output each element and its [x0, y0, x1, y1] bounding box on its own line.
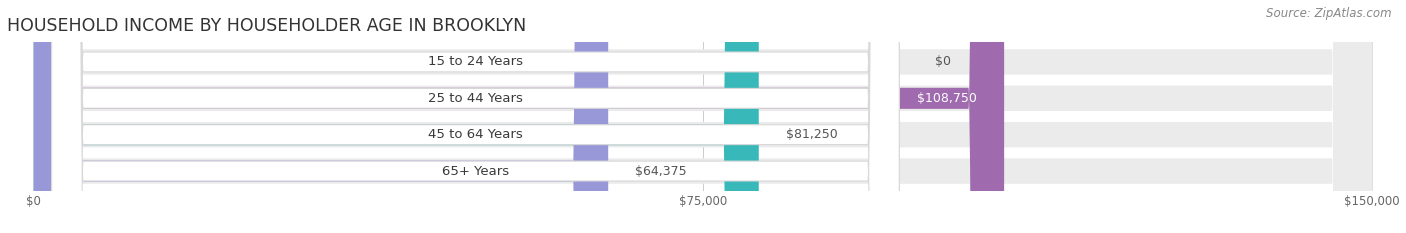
Text: HOUSEHOLD INCOME BY HOUSEHOLDER AGE IN BROOKLYN: HOUSEHOLD INCOME BY HOUSEHOLDER AGE IN B…	[7, 17, 526, 35]
Text: Source: ZipAtlas.com: Source: ZipAtlas.com	[1267, 7, 1392, 20]
Text: 15 to 24 Years: 15 to 24 Years	[427, 55, 523, 69]
Text: $81,250: $81,250	[786, 128, 838, 141]
FancyBboxPatch shape	[34, 0, 609, 233]
FancyBboxPatch shape	[34, 0, 1372, 233]
FancyBboxPatch shape	[52, 0, 900, 233]
Text: $108,750: $108,750	[918, 92, 977, 105]
FancyBboxPatch shape	[52, 0, 900, 233]
FancyBboxPatch shape	[52, 0, 900, 233]
Text: $0: $0	[935, 55, 950, 69]
FancyBboxPatch shape	[34, 0, 1004, 233]
Text: 45 to 64 Years: 45 to 64 Years	[427, 128, 523, 141]
Text: 65+ Years: 65+ Years	[441, 164, 509, 178]
FancyBboxPatch shape	[34, 0, 1372, 233]
Text: 25 to 44 Years: 25 to 44 Years	[427, 92, 523, 105]
FancyBboxPatch shape	[34, 0, 1372, 233]
FancyBboxPatch shape	[34, 0, 1372, 233]
Text: $64,375: $64,375	[636, 164, 686, 178]
FancyBboxPatch shape	[52, 0, 900, 233]
FancyBboxPatch shape	[34, 0, 759, 233]
